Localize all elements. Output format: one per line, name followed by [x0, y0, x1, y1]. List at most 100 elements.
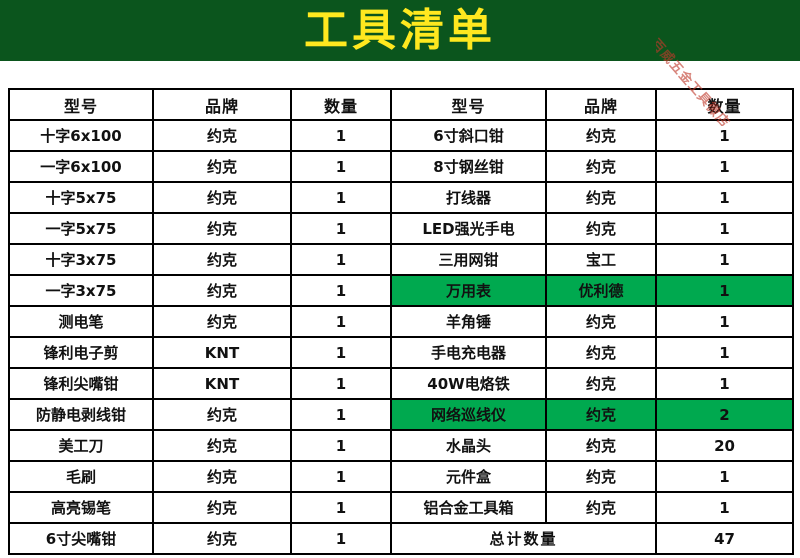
cell-brand-left: 约克	[152, 119, 292, 152]
cell-brand-right: 优利德	[545, 274, 657, 307]
cell-model-right: 羊角锤	[390, 305, 547, 338]
column-header-model-right: 型号	[390, 88, 547, 121]
cell-model-right: 打线器	[390, 181, 547, 214]
cell-qty-right: 1	[655, 119, 794, 152]
cell-qty-right: 1	[655, 181, 794, 214]
cell-model-right: 40W电烙铁	[390, 367, 547, 400]
cell-brand-left: 约克	[152, 212, 292, 245]
total-quantity-label: 总计数量	[390, 522, 657, 555]
cell-model-left: 十字5x75	[8, 181, 154, 214]
table-row: 一字6x100 约克 1 8寸钢丝钳 约克 1	[8, 150, 794, 183]
tool-inventory-table: 型号 品牌 数量 型号 品牌 数量 十字6x100 约克 1 6寸斜口钳 约克 1 一字6x…	[8, 88, 794, 555]
cell-model-left: 美工刀	[8, 429, 154, 462]
cell-brand-left: 约克	[152, 274, 292, 307]
cell-brand-left: 约克	[152, 491, 292, 524]
cell-qty-left: 1	[290, 336, 392, 369]
cell-model-left: 锋利电子剪	[8, 336, 154, 369]
page-title: 工具清单	[304, 4, 496, 56]
cell-brand-right: 约克	[545, 150, 657, 183]
cell-qty-left: 1	[290, 274, 392, 307]
cell-brand-right: 约克	[545, 491, 657, 524]
cell-model-left: 测电笔	[8, 305, 154, 338]
table-row: 一字3x75 约克 1 万用表 优利德 1	[8, 274, 794, 307]
table-row: 十字6x100 约克 1 6寸斜口钳 约克 1	[8, 119, 794, 152]
cell-qty-right: 1	[655, 491, 794, 524]
cell-brand-left: 约克	[152, 243, 292, 276]
cell-model-left: 锋利尖嘴钳	[8, 367, 154, 400]
table-row: 一字5x75 约克 1 LED强光手电 约克 1	[8, 212, 794, 245]
cell-qty-right: 20	[655, 429, 794, 462]
cell-qty-right: 1	[655, 336, 794, 369]
cell-model-right: 三用网钳	[390, 243, 547, 276]
inventory-table-container: 型号 品牌 数量 型号 品牌 数量 十字6x100 约克 1 6寸斜口钳 约克 1 一字6x…	[8, 88, 794, 555]
cell-qty-left: 1	[290, 491, 392, 524]
cell-brand-left: 约克	[152, 398, 292, 431]
cell-qty-right: 1	[655, 367, 794, 400]
cell-brand-right: 约克	[545, 336, 657, 369]
cell-brand-left: KNT	[152, 336, 292, 369]
table-row: 测电笔 约克 1 羊角锤 约克 1	[8, 305, 794, 338]
cell-brand-right: 约克	[545, 305, 657, 338]
table-body: 十字6x100 约克 1 6寸斜口钳 约克 1 一字6x100 约克 1 8寸钢丝钳 约克 1 十字5x…	[8, 119, 794, 555]
cell-model-right: 水晶头	[390, 429, 547, 462]
cell-model-left: 一字3x75	[8, 274, 154, 307]
cell-brand-right: 约克	[545, 460, 657, 493]
table-row: 防静电剥线钳 约克 1 网络巡线仪 约克 2	[8, 398, 794, 431]
cell-model-right: 6寸斜口钳	[390, 119, 547, 152]
table-row: 锋利电子剪 KNT 1 手电充电器 约克 1	[8, 336, 794, 369]
cell-model-left: 6寸尖嘴钳	[8, 522, 154, 555]
cell-brand-left: 约克	[152, 522, 292, 555]
cell-model-right: 万用表	[390, 274, 547, 307]
cell-brand-right: 约克	[545, 119, 657, 152]
column-header-qty-right: 数量	[655, 88, 794, 121]
cell-qty-left: 1	[290, 367, 392, 400]
cell-qty-left: 1	[290, 212, 392, 245]
table-header-row: 型号 品牌 数量 型号 品牌 数量	[8, 88, 794, 121]
cell-model-right: 铝合金工具箱	[390, 491, 547, 524]
cell-qty-left: 1	[290, 181, 392, 214]
cell-qty-right: 1	[655, 243, 794, 276]
column-header-model-left: 型号	[8, 88, 154, 121]
cell-qty-right: 1	[655, 150, 794, 183]
cell-qty-left: 1	[290, 460, 392, 493]
cell-brand-left: 约克	[152, 305, 292, 338]
table-total-row: 6寸尖嘴钳 约克 1 总计数量 47	[8, 522, 794, 555]
column-header-brand-left: 品牌	[152, 88, 292, 121]
cell-brand-right: 约克	[545, 429, 657, 462]
cell-brand-left: 约克	[152, 181, 292, 214]
cell-model-left: 十字6x100	[8, 119, 154, 152]
column-header-brand-right: 品牌	[545, 88, 657, 121]
cell-model-left: 防静电剥线钳	[8, 398, 154, 431]
total-quantity-value: 47	[655, 522, 794, 555]
cell-qty-left: 1	[290, 243, 392, 276]
cell-brand-right: 约克	[545, 212, 657, 245]
cell-brand-left: KNT	[152, 367, 292, 400]
table-row: 十字3x75 约克 1 三用网钳 宝工 1	[8, 243, 794, 276]
column-header-qty-left: 数量	[290, 88, 392, 121]
cell-qty-right: 1	[655, 274, 794, 307]
cell-brand-left: 约克	[152, 150, 292, 183]
cell-model-right: 8寸钢丝钳	[390, 150, 547, 183]
cell-qty-left: 1	[290, 429, 392, 462]
cell-model-left: 高亮锡笔	[8, 491, 154, 524]
cell-brand-right: 宝工	[545, 243, 657, 276]
table-row: 十字5x75 约克 1 打线器 约克 1	[8, 181, 794, 214]
cell-model-left: 一字6x100	[8, 150, 154, 183]
table-row: 美工刀 约克 1 水晶头 约克 20	[8, 429, 794, 462]
cell-brand-right: 约克	[545, 398, 657, 431]
cell-brand-right: 约克	[545, 181, 657, 214]
table-row: 锋利尖嘴钳 KNT 1 40W电烙铁 约克 1	[8, 367, 794, 400]
cell-model-right: 元件盒	[390, 460, 547, 493]
cell-model-left: 十字3x75	[8, 243, 154, 276]
cell-qty-left: 1	[290, 119, 392, 152]
cell-qty-left: 1	[290, 150, 392, 183]
cell-model-right: 网络巡线仪	[390, 398, 547, 431]
cell-qty-right: 1	[655, 212, 794, 245]
cell-qty-right: 1	[655, 460, 794, 493]
cell-qty-right: 1	[655, 305, 794, 338]
cell-qty-right: 2	[655, 398, 794, 431]
cell-qty-left: 1	[290, 398, 392, 431]
cell-model-right: 手电充电器	[390, 336, 547, 369]
header-banner: 工具清单	[0, 0, 800, 61]
table-row: 毛刷 约克 1 元件盒 约克 1	[8, 460, 794, 493]
